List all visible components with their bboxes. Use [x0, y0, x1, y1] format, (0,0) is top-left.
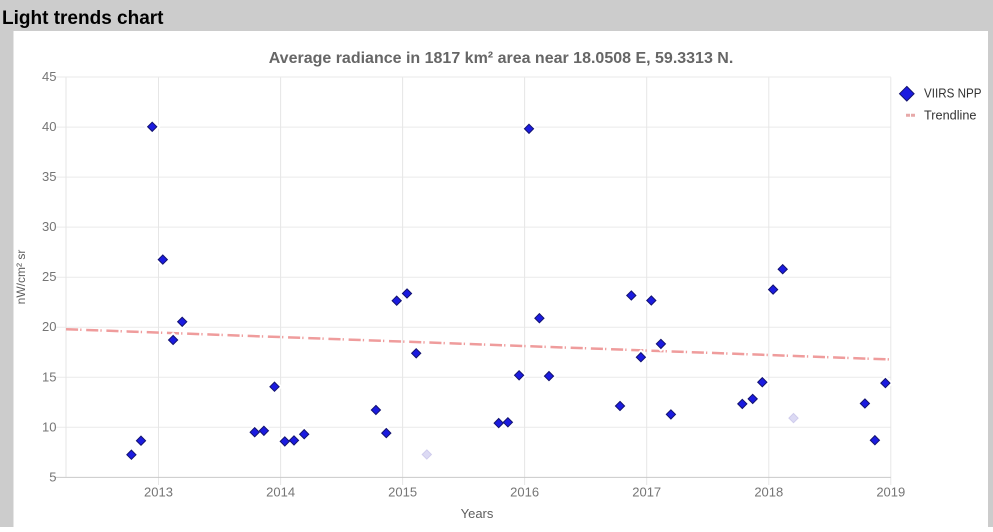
- svg-text:45: 45: [42, 69, 56, 84]
- svg-text:15: 15: [42, 369, 56, 384]
- svg-text:30: 30: [42, 219, 56, 234]
- svg-text:2019: 2019: [876, 485, 905, 500]
- svg-text:Light trends chart: Light trends chart: [2, 8, 164, 29]
- svg-text:nW/cm² sr: nW/cm² sr: [14, 250, 28, 305]
- svg-text:Years: Years: [461, 506, 494, 521]
- svg-text:Trendline: Trendline: [924, 108, 977, 123]
- svg-text:20: 20: [42, 319, 56, 334]
- svg-text:2017: 2017: [632, 485, 661, 500]
- svg-text:2013: 2013: [144, 485, 173, 500]
- svg-text:40: 40: [42, 119, 56, 134]
- svg-text:2014: 2014: [266, 485, 295, 500]
- svg-text:10: 10: [42, 419, 56, 434]
- svg-text:VIIRS NPP: VIIRS NPP: [924, 86, 982, 101]
- svg-text:5: 5: [49, 469, 56, 484]
- svg-text:2016: 2016: [510, 485, 539, 500]
- svg-text:25: 25: [42, 269, 56, 284]
- svg-text:Average radiance in 1817 km² a: Average radiance in 1817 km² area near 1…: [269, 50, 734, 67]
- svg-text:2018: 2018: [754, 485, 783, 500]
- svg-text:35: 35: [42, 169, 56, 184]
- svg-text:2015: 2015: [388, 485, 417, 500]
